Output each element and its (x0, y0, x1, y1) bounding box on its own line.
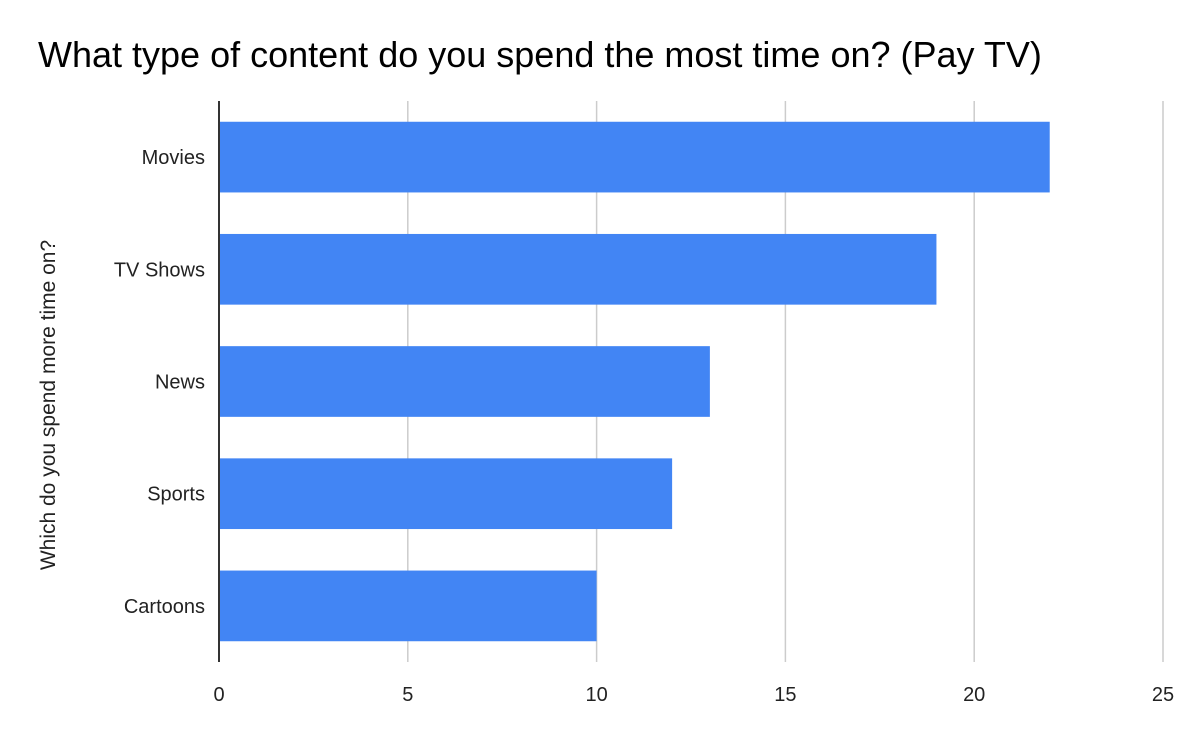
x-tick-label: 15 (774, 684, 796, 706)
bars (219, 121, 1050, 642)
category-label: News (155, 372, 205, 394)
bar-news (219, 346, 710, 417)
x-tick-label: 25 (1152, 684, 1174, 706)
category-label: TV Shows (114, 259, 205, 281)
category-label: Sports (147, 484, 205, 506)
bar-sports (219, 458, 673, 530)
x-tick-label: 5 (402, 684, 413, 706)
chart-title: What type of content do you spend the mo… (38, 34, 1042, 75)
bar-tv-shows (219, 233, 937, 305)
x-tick-label: 20 (963, 684, 985, 706)
category-label: Cartoons (124, 596, 205, 618)
bar-cartoons (219, 570, 597, 642)
y-axis-title: Which do you spend more time on? (37, 240, 60, 570)
bar-movies (219, 121, 1050, 193)
category-label: Movies (142, 147, 205, 169)
x-tick-label: 0 (213, 684, 224, 706)
x-tick-label: 10 (585, 684, 607, 706)
labels: 0 5 10 15 20 25 Movies TV Shows News Sports Cartoo… (114, 147, 1174, 706)
